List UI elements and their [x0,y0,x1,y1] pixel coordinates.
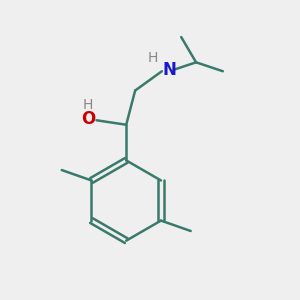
Text: H: H [83,98,93,112]
Text: O: O [81,110,95,128]
Text: H: H [148,51,158,65]
Text: N: N [162,61,176,79]
